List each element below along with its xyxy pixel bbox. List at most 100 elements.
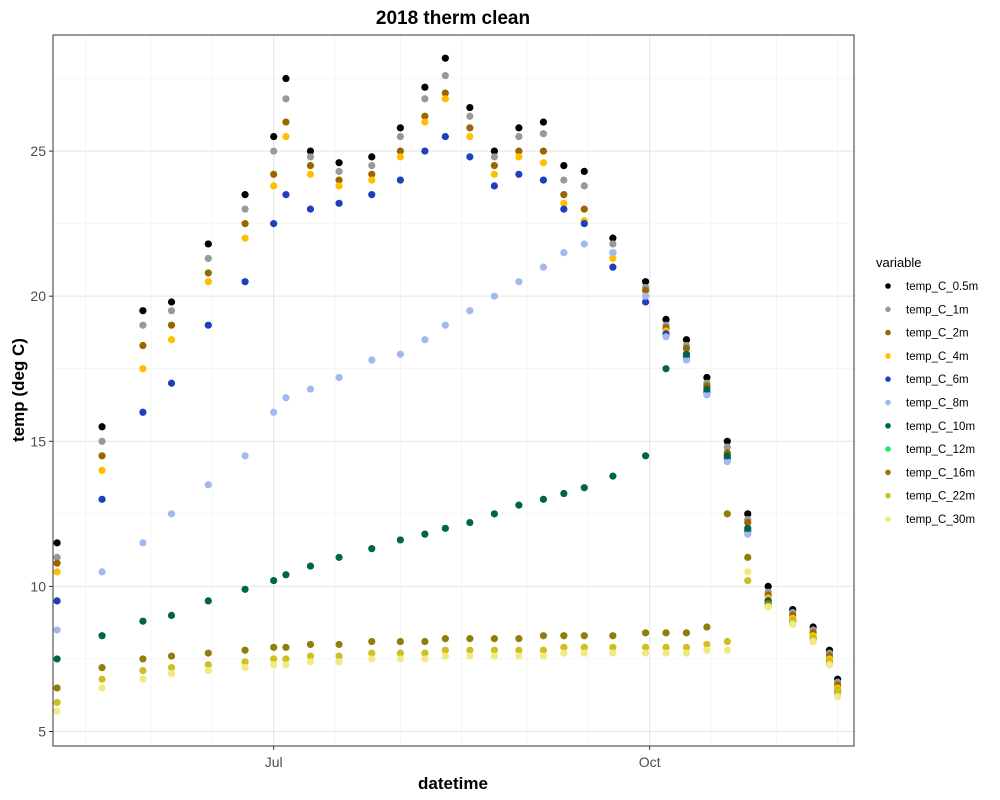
legend-label: temp_C_30m [906,514,975,526]
data-point [662,333,670,341]
data-point [396,132,404,141]
data-point [682,629,691,637]
data-point [98,632,106,640]
legend-swatch [885,399,891,406]
data-point [139,617,147,625]
data-point [441,635,449,643]
data-point [490,147,498,155]
data-point [703,373,711,382]
x-axis-title: datetime [418,774,488,793]
data-point [270,182,278,190]
data-point [609,649,617,657]
data-point [809,637,817,646]
y-tick-label: 25 [30,143,46,159]
data-point [53,553,61,561]
data-point [167,611,176,620]
data-point [641,286,650,294]
data-point [560,489,568,498]
data-point [306,147,315,155]
data-point [441,54,449,62]
data-point [764,582,772,590]
data-point [396,536,404,544]
data-point [167,307,176,315]
data-point [662,629,670,637]
data-point [139,341,147,350]
data-point [335,176,343,184]
data-point [580,632,588,640]
data-point [703,385,711,393]
data-point [580,205,588,213]
data-point [53,684,61,692]
data-point [270,147,278,155]
data-point [335,553,343,561]
data-point [270,655,278,663]
data-point [270,220,278,228]
data-point [204,321,212,329]
data-point [270,661,278,669]
data-point [703,646,711,654]
series-temp_C_30m [53,568,842,715]
legend-label: temp_C_6m [906,374,969,386]
data-point [139,539,147,547]
data-point [662,643,670,651]
data-point [421,336,429,344]
data-point [421,83,429,91]
data-point [167,669,176,678]
y-tick-label: 10 [30,578,46,594]
data-point [515,278,523,286]
data-point [396,153,404,161]
data-point [204,481,212,489]
legend-swatch [885,492,891,499]
data-point [609,263,617,271]
data-point [335,373,343,382]
data-point [241,646,249,654]
data-point [241,191,249,199]
data-point [490,170,498,178]
legend-swatch [885,446,891,452]
data-point [204,661,212,669]
data-point [204,240,212,248]
data-point [764,603,772,611]
data-point [282,655,290,663]
legend-label: temp_C_10m [906,421,975,433]
data-point [241,452,249,460]
legend-item: temp_C_30m [885,514,975,526]
data-point [466,103,474,112]
data-point [335,658,343,666]
data-point [466,124,474,132]
data-point [515,170,523,178]
data-point [539,176,548,184]
legend-label: temp_C_1m [906,304,969,316]
data-point [539,147,548,155]
data-point [98,437,106,445]
data-point [662,315,670,323]
data-point [167,298,176,306]
data-point [368,655,376,663]
data-point [139,675,147,683]
data-points [53,54,842,715]
y-tick-label: 20 [30,288,46,304]
series-temp_C_16m [53,510,842,695]
data-point [560,205,568,213]
legend-title: variable [876,255,922,270]
data-point [368,545,376,553]
data-point [466,646,474,654]
data-point [335,167,343,175]
data-point [335,652,343,660]
data-point [139,666,147,675]
data-point [241,234,249,242]
data-point [580,649,588,657]
data-point [421,112,429,120]
data-point [723,510,731,518]
legend-items: temp_C_0.5m temp_C_1m temp_C_2m temp_C_4mte… [885,281,978,526]
data-point [421,118,429,126]
data-point [560,632,568,640]
data-point [490,292,498,300]
data-point [641,298,650,306]
data-point [396,147,404,155]
data-point [580,484,588,492]
data-point [368,356,376,364]
data-point [744,568,752,576]
y-tick-label: 15 [30,433,46,449]
